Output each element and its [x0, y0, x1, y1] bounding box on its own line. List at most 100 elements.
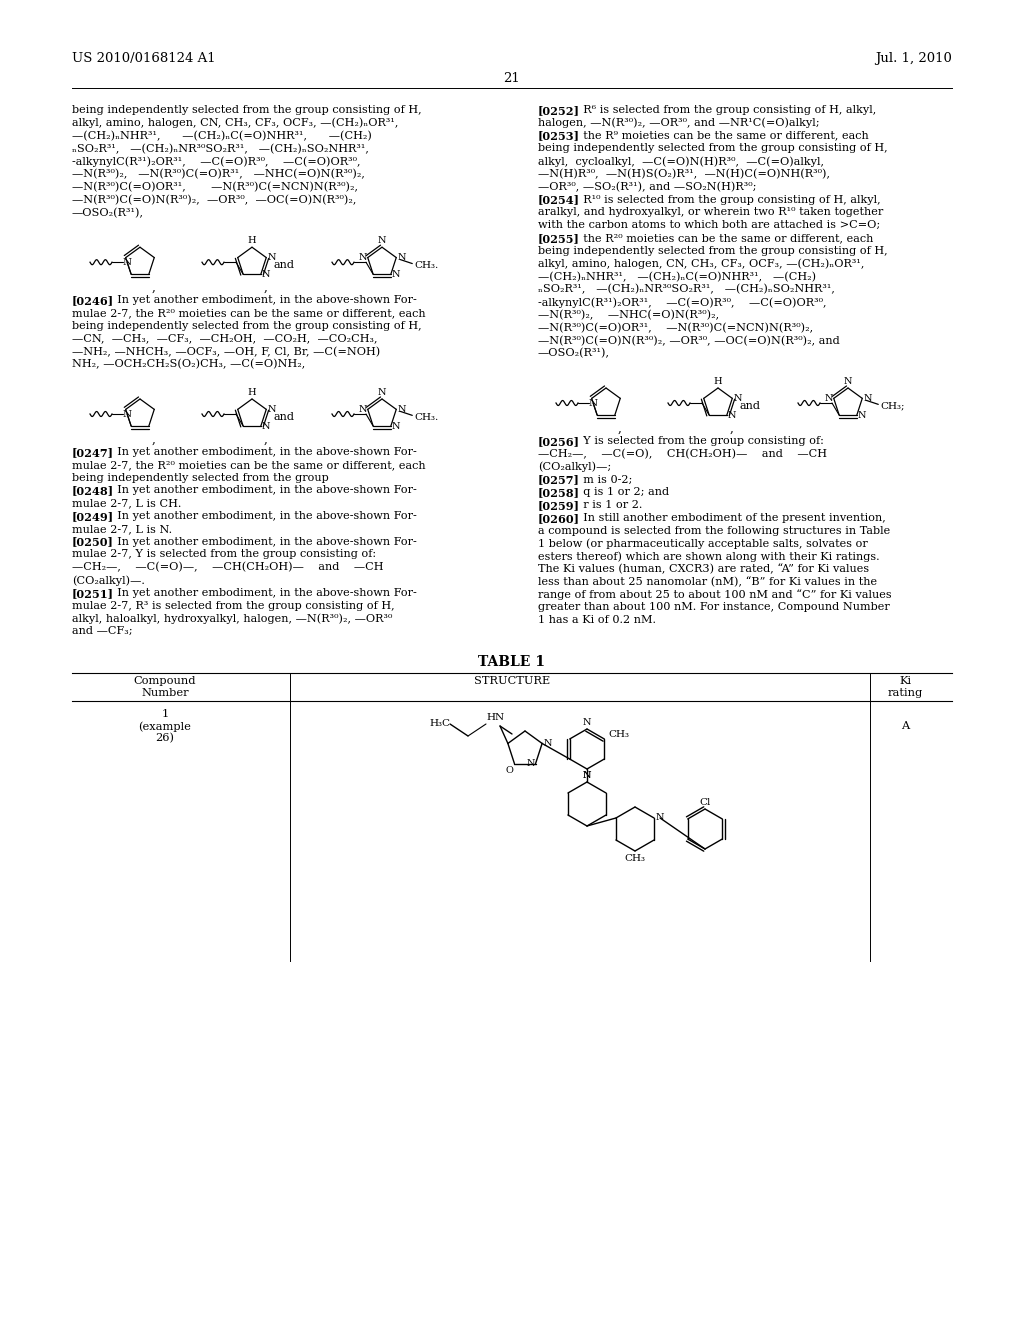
Text: range of from about 25 to about 100 nM and “C” for Ki values: range of from about 25 to about 100 nM a…	[538, 590, 892, 601]
Text: with the carbon atoms to which both are attached is >C=O;: with the carbon atoms to which both are …	[538, 220, 881, 230]
Text: alkyl,  cycloalkyl,  —C(=O)N(H)R³⁰,  —C(=O)alkyl,: alkyl, cycloalkyl, —C(=O)N(H)R³⁰, —C(=O)…	[538, 156, 824, 166]
Text: H: H	[248, 388, 256, 397]
Text: —OSO₂(R³¹),: —OSO₂(R³¹),	[538, 348, 610, 359]
Text: ₙSO₂R³¹,   —(CH₂)ₙNR³⁰SO₂R³¹,   —(CH₂)ₙSO₂NHR³¹,: ₙSO₂R³¹, —(CH₂)ₙNR³⁰SO₂R³¹, —(CH₂)ₙSO₂NH…	[72, 144, 369, 153]
Text: halogen, —N(R³⁰)₂, —OR³⁰, and —NR¹C(=O)alkyl;: halogen, —N(R³⁰)₂, —OR³⁰, and —NR¹C(=O)a…	[538, 117, 819, 128]
Text: mulae 2-7, Y is selected from the group consisting of:: mulae 2-7, Y is selected from the group …	[72, 549, 376, 560]
Text: [0259]: [0259]	[538, 500, 580, 511]
Text: less than about 25 nanomolar (nM), “B” for Ki values in the: less than about 25 nanomolar (nM), “B” f…	[538, 577, 878, 587]
Text: [0249]: [0249]	[72, 511, 114, 521]
Text: and: and	[740, 401, 761, 411]
Text: In yet another embodiment, in the above-shown For-: In yet another embodiment, in the above-…	[110, 486, 417, 495]
Text: being independently selected from the group consisting of H,: being independently selected from the gr…	[72, 321, 422, 331]
Text: mulae 2-7, L is CH.: mulae 2-7, L is CH.	[72, 498, 181, 508]
Text: being independently selected from the group consisting of H,: being independently selected from the gr…	[538, 246, 888, 256]
Text: Ki: Ki	[899, 676, 911, 686]
Text: NH₂, —OCH₂CH₂S(O₂)CH₃, —C(=O)NH₂,: NH₂, —OCH₂CH₂S(O₂)CH₃, —C(=O)NH₂,	[72, 359, 305, 370]
Text: —OSO₂(R³¹),: —OSO₂(R³¹),	[72, 207, 144, 218]
Text: —CH₂—,    —C(=O)—,    —CH(CH₂OH)—    and    —CH: —CH₂—, —C(=O)—, —CH(CH₂OH)— and —CH	[72, 562, 384, 573]
Text: mulae 2-7, the R²⁰ moieties can be the same or different, each: mulae 2-7, the R²⁰ moieties can be the s…	[72, 308, 426, 318]
Text: N: N	[728, 411, 736, 420]
Text: 21: 21	[504, 73, 520, 84]
Text: N: N	[397, 405, 406, 414]
Text: N: N	[267, 405, 275, 414]
Text: alkyl, amino, halogen, CN, CH₃, CF₃, OCF₃, —(CH₂)ₙOR³¹,: alkyl, amino, halogen, CN, CH₃, CF₃, OCF…	[72, 117, 398, 128]
Text: In yet another embodiment, in the above-shown For-: In yet another embodiment, in the above-…	[110, 587, 417, 598]
Text: m is 0-2;: m is 0-2;	[575, 474, 633, 484]
Text: CH₃: CH₃	[608, 730, 630, 739]
Text: -alkynylC(R³¹)₂OR³¹,    —C(=O)R³⁰,    —C(=O)OR³⁰,: -alkynylC(R³¹)₂OR³¹, —C(=O)R³⁰, —C(=O)OR…	[538, 297, 826, 308]
Text: being independently selected from the group consisting of H,: being independently selected from the gr…	[72, 106, 422, 115]
Text: (CO₂alkyl)—.: (CO₂alkyl)—.	[72, 576, 144, 586]
Text: —OR³⁰, —SO₂(R³¹), and —SO₂N(H)R³⁰;: —OR³⁰, —SO₂(R³¹), and —SO₂N(H)R³⁰;	[538, 182, 757, 193]
Text: Jul. 1, 2010: Jul. 1, 2010	[876, 51, 952, 65]
Text: [0248]: [0248]	[72, 486, 114, 496]
Text: In yet another embodiment, in the above-shown For-: In yet another embodiment, in the above-…	[110, 537, 417, 546]
Text: HN: HN	[486, 713, 504, 722]
Text: the R²⁰ moieties can be the same or different, each: the R²⁰ moieties can be the same or diff…	[575, 234, 873, 243]
Text: [0246]: [0246]	[72, 296, 114, 306]
Text: N: N	[397, 253, 406, 263]
Text: —N(R³⁰)C(=O)OR³¹,       —N(R³⁰)C(=NCN)N(R³⁰)₂,: —N(R³⁰)C(=O)OR³¹, —N(R³⁰)C(=NCN)N(R³⁰)₂,	[72, 182, 358, 193]
Text: q is 1 or 2; and: q is 1 or 2; and	[575, 487, 669, 498]
Text: The Ki values (human, CXCR3) are rated, “A” for Ki values: The Ki values (human, CXCR3) are rated, …	[538, 564, 869, 574]
Text: 1 below (or pharmaceutically acceptable salts, solvates or: 1 below (or pharmaceutically acceptable …	[538, 539, 867, 549]
Text: N: N	[543, 739, 552, 748]
Text: CH₃: CH₃	[625, 854, 645, 863]
Text: N: N	[358, 253, 367, 263]
Text: N: N	[824, 393, 833, 403]
Text: N: N	[267, 253, 275, 263]
Text: being independently selected from the group: being independently selected from the gr…	[72, 473, 329, 483]
Text: CH₃.: CH₃.	[415, 413, 438, 422]
Text: N: N	[378, 388, 386, 397]
Text: N: N	[589, 399, 598, 408]
Text: N: N	[583, 771, 591, 780]
Text: [0257]: [0257]	[538, 474, 580, 486]
Text: In yet another embodiment, in the above-shown For-: In yet another embodiment, in the above-…	[110, 511, 417, 521]
Text: [0254]: [0254]	[538, 194, 580, 206]
Text: (CO₂alkyl)—;: (CO₂alkyl)—;	[538, 462, 611, 473]
Text: Number: Number	[141, 688, 188, 698]
Text: [0247]: [0247]	[72, 447, 114, 458]
Text: H₃C: H₃C	[429, 719, 450, 729]
Text: being independently selected from the group consisting of H,: being independently selected from the gr…	[538, 144, 888, 153]
Text: ,: ,	[152, 433, 156, 446]
Text: N: N	[863, 393, 871, 403]
Text: [0252]: [0252]	[538, 106, 580, 116]
Text: and —CF₃;: and —CF₃;	[72, 626, 133, 636]
Text: [0255]: [0255]	[538, 234, 580, 244]
Text: N: N	[392, 421, 400, 430]
Text: R⁶ is selected from the group consisting of H, alkyl,: R⁶ is selected from the group consisting…	[575, 106, 877, 115]
Text: N: N	[392, 269, 400, 279]
Text: —(CH₂)ₙNHR³¹,      —(CH₂)ₙC(=O)NHR³¹,      —(CH₂): —(CH₂)ₙNHR³¹, —(CH₂)ₙC(=O)NHR³¹, —(CH₂)	[72, 131, 372, 141]
Text: N: N	[123, 257, 132, 267]
Text: esters thereof) which are shown along with their Ki ratings.: esters thereof) which are shown along wi…	[538, 552, 880, 562]
Text: Cl: Cl	[699, 799, 711, 807]
Text: alkyl, amino, halogen, CN, CH₃, CF₃, OCF₃, —(CH₂)ₙOR³¹,: alkyl, amino, halogen, CN, CH₃, CF₃, OCF…	[538, 259, 864, 269]
Text: N: N	[733, 393, 741, 403]
Text: —NH₂, —NHCH₃, —OCF₃, —OH, F, Cl, Br, —C(=NOH): —NH₂, —NHCH₃, —OCF₃, —OH, F, Cl, Br, —C(…	[72, 346, 380, 356]
Text: —CN,  —CH₃,  —CF₃,  —CH₂OH,  —CO₂H,  —CO₂CH₃,: —CN, —CH₃, —CF₃, —CH₂OH, —CO₂H, —CO₂CH₃,	[72, 334, 378, 343]
Text: US 2010/0168124 A1: US 2010/0168124 A1	[72, 51, 216, 65]
Text: N: N	[583, 771, 591, 780]
Text: and: and	[274, 260, 295, 271]
Text: ,: ,	[618, 422, 622, 436]
Text: H: H	[714, 378, 722, 385]
Text: ,: ,	[264, 433, 268, 446]
Text: [0256]: [0256]	[538, 436, 580, 447]
Text: 26): 26)	[156, 733, 174, 743]
Text: —N(R³⁰)C(=O)N(R³⁰)₂,  —OR³⁰,  —OC(=O)N(R³⁰)₂,: —N(R³⁰)C(=O)N(R³⁰)₂, —OR³⁰, —OC(=O)N(R³⁰…	[72, 194, 356, 205]
Text: R¹⁰ is selected from the group consisting of H, alkyl,: R¹⁰ is selected from the group consistin…	[575, 194, 881, 205]
Text: —N(H)R³⁰,  —N(H)S(O₂)R³¹,  —N(H)C(=O)NH(R³⁰),: —N(H)R³⁰, —N(H)S(O₂)R³¹, —N(H)C(=O)NH(R³…	[538, 169, 830, 180]
Text: [0253]: [0253]	[538, 131, 580, 141]
Text: N: N	[262, 421, 270, 430]
Text: CH₃;: CH₃;	[881, 401, 905, 411]
Text: —N(R³⁰)₂,   —N(R³⁰)C(=O)R³¹,   —NHC(=O)N(R³⁰)₂,: —N(R³⁰)₂, —N(R³⁰)C(=O)R³¹, —NHC(=O)N(R³⁰…	[72, 169, 365, 180]
Text: mulae 2-7, L is N.: mulae 2-7, L is N.	[72, 524, 172, 533]
Text: —N(R³⁰)C(=O)N(R³⁰)₂, —OR³⁰, —OC(=O)N(R³⁰)₂, and: —N(R³⁰)C(=O)N(R³⁰)₂, —OR³⁰, —OC(=O)N(R³⁰…	[538, 335, 840, 346]
Text: N: N	[358, 405, 367, 414]
Text: [0251]: [0251]	[72, 587, 114, 599]
Text: N: N	[583, 718, 591, 727]
Text: ₙSO₂R³¹,   —(CH₂)ₙNR³⁰SO₂R³¹,   —(CH₂)ₙSO₂NHR³¹,: ₙSO₂R³¹, —(CH₂)ₙNR³⁰SO₂R³¹, —(CH₂)ₙSO₂NH…	[538, 284, 835, 294]
Text: greater than about 100 nM. For instance, Compound Number: greater than about 100 nM. For instance,…	[538, 602, 890, 612]
